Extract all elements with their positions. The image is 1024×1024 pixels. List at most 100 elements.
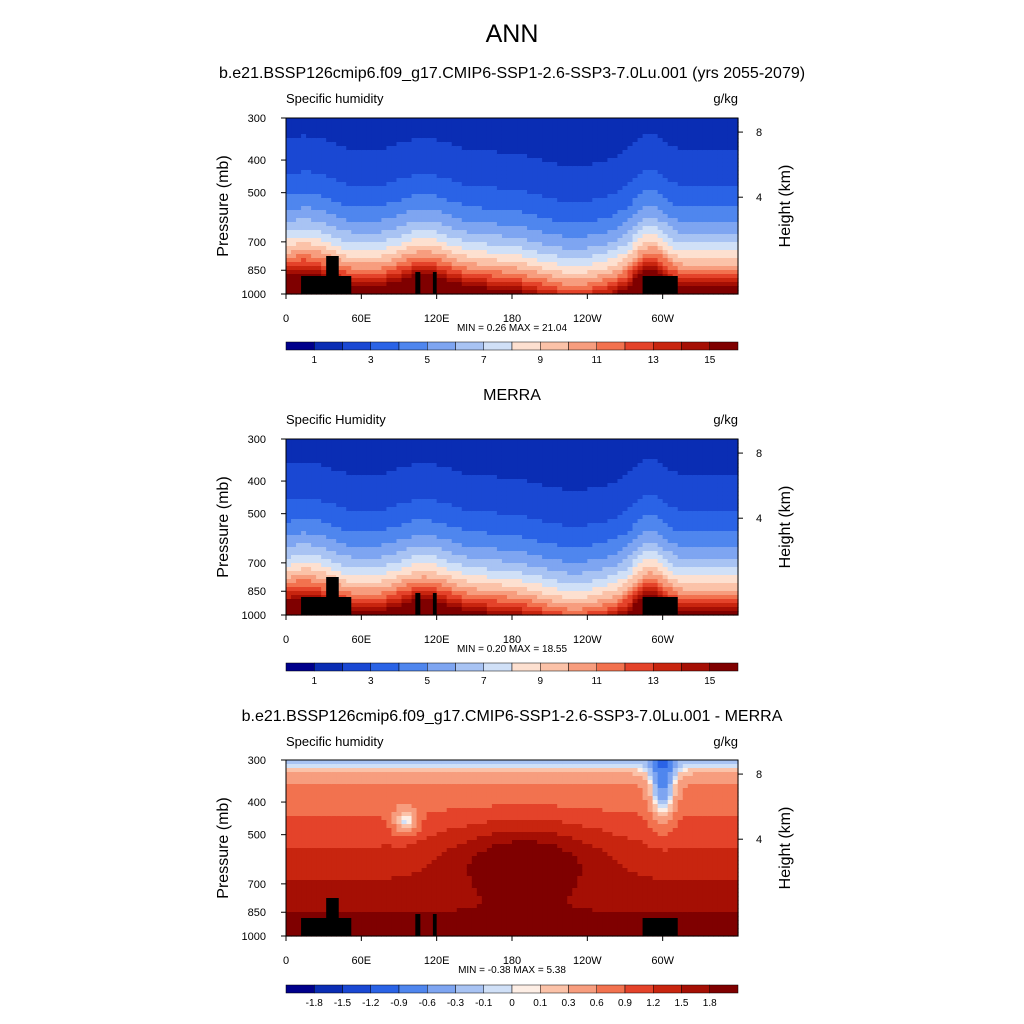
contour-cell [351, 278, 357, 283]
contour-cell [447, 162, 453, 167]
contour-cell [427, 202, 433, 207]
contour-cell [572, 174, 578, 179]
contour-cell [467, 282, 473, 287]
contour-cell [517, 234, 523, 239]
contour-cell [412, 170, 418, 175]
contour-cell [643, 146, 649, 151]
contour-cell [547, 150, 553, 155]
contour-cell [341, 519, 347, 524]
contour-cell [391, 499, 397, 504]
contour-cell [633, 118, 639, 123]
contour-cell [361, 174, 367, 179]
contour-cell [482, 122, 488, 127]
contour-cell [542, 246, 548, 251]
contour-cell [422, 150, 428, 155]
contour-cell [442, 282, 448, 287]
contour-cell [376, 146, 382, 151]
contour-cell [537, 122, 543, 127]
contour-cell [341, 531, 347, 536]
contour-cell [547, 138, 553, 143]
contour-cell [427, 266, 433, 271]
contour-cell [341, 447, 347, 452]
contour-cell [422, 230, 428, 235]
contour-cell [522, 246, 528, 251]
contour-cell [648, 170, 654, 175]
contour-cell [437, 206, 443, 211]
contour-cell [381, 186, 387, 191]
contour-cell [396, 258, 402, 263]
contour-cell [346, 226, 352, 231]
contour-cell [321, 170, 327, 175]
contour-cell [502, 234, 508, 239]
contour-cell [713, 182, 719, 187]
contour-cell [386, 174, 392, 179]
contour-cell [522, 270, 528, 275]
contour-cell [361, 286, 367, 291]
contour-cell [718, 234, 724, 239]
contour-cell [688, 210, 694, 215]
contour-cell [688, 266, 694, 271]
contour-cell [497, 190, 503, 195]
contour-cell [386, 134, 392, 139]
contour-cell [522, 154, 528, 159]
contour-cell [366, 559, 372, 564]
contour-cell [412, 178, 418, 183]
contour-cell [507, 158, 513, 163]
contour-cell [572, 182, 578, 187]
contour-cell [316, 567, 322, 572]
contour-cell [597, 258, 603, 263]
contour-cell [391, 166, 397, 171]
contour-cell [708, 250, 714, 255]
contour-cell [622, 246, 628, 251]
contour-cell [422, 118, 428, 123]
contour-cell [291, 547, 297, 552]
contour-cell [557, 222, 563, 227]
contour-cell [381, 571, 387, 576]
contour-cell [467, 270, 473, 275]
contour-cell [477, 158, 483, 163]
contour-cell [437, 198, 443, 203]
contour-cell [607, 170, 613, 175]
contour-cell [572, 278, 578, 283]
contour-cell [622, 194, 628, 199]
x-tick-label: 0 [283, 313, 289, 325]
contour-cell [316, 475, 322, 480]
contour-cell [602, 190, 608, 195]
contour-cell [291, 523, 297, 528]
contour-cell [577, 246, 583, 251]
contour-cell [402, 266, 408, 271]
x-tick-label: 60W [651, 313, 674, 325]
contour-cell [628, 254, 634, 259]
contour-cell [547, 170, 553, 175]
contour-cell [376, 210, 382, 215]
contour-cell [326, 463, 332, 468]
contour-cell [407, 202, 413, 207]
contour-cell [628, 274, 634, 279]
contour-cell [622, 222, 628, 227]
contour-cell [447, 214, 453, 219]
contour-cell [326, 531, 332, 536]
contour-cell [447, 142, 453, 147]
contour-cell [718, 218, 724, 223]
contour-cell [567, 230, 573, 235]
contour-cell [371, 162, 377, 167]
contour-cell [552, 142, 558, 147]
contour-cell [532, 154, 538, 159]
contour-cell [351, 451, 357, 456]
contour-cell [351, 150, 357, 155]
contour-cell [326, 154, 332, 159]
contour-cell [361, 206, 367, 211]
contour-cell [487, 222, 493, 227]
contour-cell [703, 182, 709, 187]
contour-cell [417, 266, 423, 271]
contour-cell [442, 202, 448, 207]
contour-cell [527, 222, 533, 227]
contour-cell [693, 182, 699, 187]
contour-cell [562, 166, 568, 171]
contour-cell [341, 250, 347, 255]
contour-cell [517, 270, 523, 275]
contour-cell [663, 218, 669, 223]
contour-cell [452, 166, 458, 171]
contour-cell [336, 174, 342, 179]
contour-cell [306, 443, 312, 448]
